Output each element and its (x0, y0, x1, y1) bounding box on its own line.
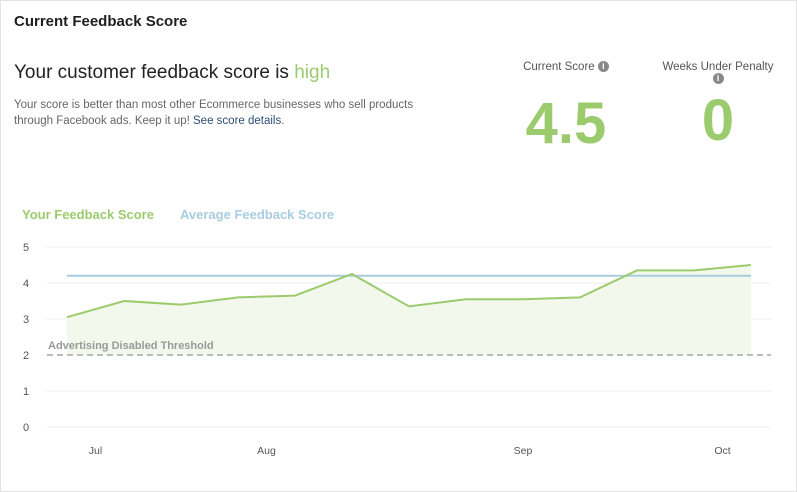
x-tick-label: Sep (514, 445, 533, 457)
weeks-under-penalty-value: 0 (701, 88, 735, 153)
legend-your-score[interactable]: Your Feedback Score (22, 207, 154, 222)
your-score-area (67, 265, 751, 355)
threshold-label: Advertising Disabled Threshold (48, 340, 214, 352)
headline-text: Your customer feedback score is (14, 62, 295, 83)
weeks-under-penalty-stat: Weeks Under Penalty i 0 (653, 61, 783, 151)
y-tick-label: 2 (23, 350, 29, 362)
x-tick-label: Oct (714, 445, 730, 457)
your-score-line (66, 264, 752, 319)
y-tick-label: 3 (23, 314, 29, 326)
see-score-details-link[interactable]: See score details (193, 115, 282, 127)
x-tick-label: Aug (257, 445, 276, 457)
weeks-under-penalty-label: Weeks Under Penalty (662, 61, 774, 73)
description-text: Your score is better than most other Eco… (14, 99, 414, 127)
y-tick-label: 1 (23, 386, 29, 398)
card-title: Current Feedback Score (14, 13, 188, 30)
y-tick-label: 5 (23, 242, 29, 254)
current-score-stat: Current Score i 4.5 (506, 61, 626, 154)
description-suffix: . (281, 115, 285, 127)
info-icon[interactable]: i (712, 73, 724, 84)
y-tick-label: 4 (23, 278, 29, 290)
info-icon[interactable]: i (597, 61, 609, 72)
legend-average-score[interactable]: Average Feedback Score (180, 207, 335, 222)
score-description: Your score is better than most other Eco… (14, 97, 454, 129)
current-score-label: Current Score (523, 61, 595, 73)
score-level: high (294, 62, 331, 83)
current-score-value: 4.5 (525, 91, 607, 156)
y-tick-label: 0 (23, 422, 29, 434)
score-headline: Your customer feedback score is high (14, 62, 330, 84)
x-tick-label: Jul (89, 445, 102, 457)
